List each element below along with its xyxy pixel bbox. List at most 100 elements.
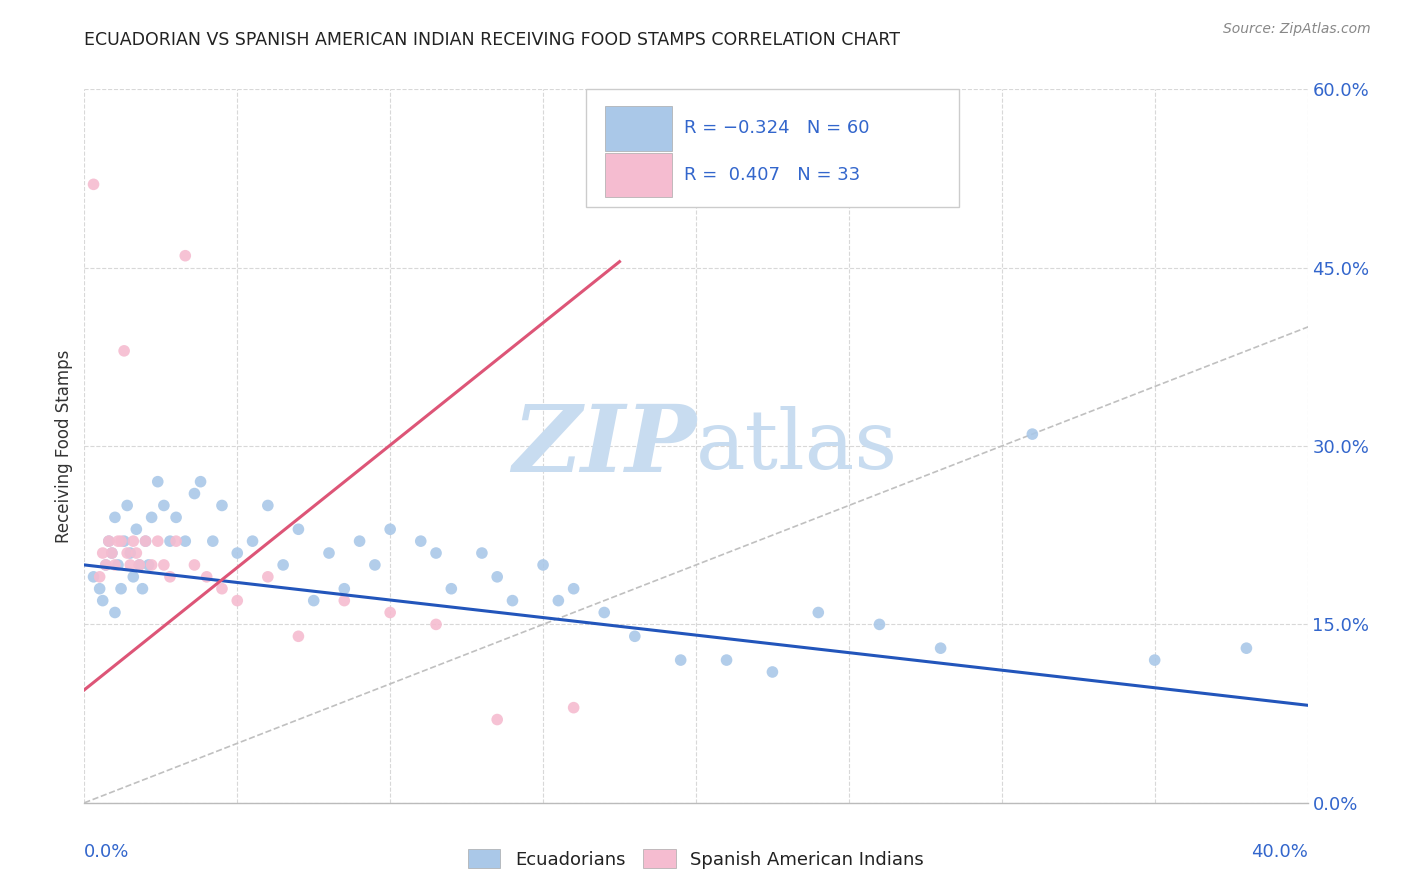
Point (159, 570, 181, 584)
Point (97, 534, 120, 549)
Point (364, 558, 387, 572)
Text: Source: ZipAtlas.com: Source: ZipAtlas.com (1223, 22, 1371, 37)
Point (287, 629, 309, 643)
Point (425, 617, 447, 632)
Point (141, 558, 163, 572)
Point (83, 570, 105, 584)
Point (380, 606, 402, 620)
Point (135, 534, 157, 549)
Point (302, 593, 325, 607)
Point (120, 558, 142, 572)
Point (929, 641, 952, 656)
Point (131, 582, 153, 596)
Point (91, 593, 114, 607)
Text: 0.0%: 0.0% (84, 843, 129, 861)
Point (125, 522, 148, 536)
Point (94, 558, 117, 572)
Point (486, 570, 509, 584)
Point (107, 534, 129, 549)
Point (380, 522, 402, 536)
Point (761, 665, 783, 679)
Point (159, 534, 181, 549)
Point (104, 606, 127, 620)
Point (201, 534, 224, 549)
Point (257, 570, 280, 584)
Point (1234, 641, 1257, 656)
Y-axis label: Receiving Food Stamps: Receiving Food Stamps (55, 350, 73, 542)
Text: R =  0.407   N = 33: R = 0.407 N = 33 (683, 166, 860, 184)
Point (94, 558, 117, 572)
Text: R = −0.324   N = 60: R = −0.324 N = 60 (683, 120, 869, 137)
Point (110, 582, 132, 596)
Point (115, 546, 138, 560)
Point (624, 629, 647, 643)
Point (115, 499, 138, 513)
Point (91, 546, 114, 560)
Point (593, 606, 616, 620)
Point (153, 558, 176, 572)
Point (183, 486, 205, 500)
Point (165, 510, 187, 524)
Point (486, 713, 509, 727)
Point (562, 700, 585, 714)
Point (101, 546, 124, 560)
Point (1021, 427, 1043, 442)
Point (531, 558, 554, 572)
Point (97, 534, 120, 549)
Point (669, 653, 692, 667)
Point (122, 570, 145, 584)
Text: 40.0%: 40.0% (1251, 843, 1308, 861)
Point (349, 534, 371, 549)
Point (165, 534, 187, 549)
Point (716, 653, 738, 667)
Point (257, 499, 280, 513)
Point (562, 582, 585, 596)
Point (128, 558, 150, 572)
Point (547, 593, 569, 607)
Point (138, 558, 160, 572)
Point (183, 558, 205, 572)
FancyBboxPatch shape (606, 153, 672, 197)
Point (226, 546, 249, 560)
Point (211, 499, 233, 513)
Point (211, 582, 233, 596)
Point (146, 534, 169, 549)
Point (195, 570, 218, 584)
Point (135, 534, 157, 549)
Point (1143, 653, 1166, 667)
Point (271, 558, 294, 572)
Point (110, 534, 132, 549)
Point (471, 546, 494, 560)
Point (190, 475, 212, 489)
Point (333, 593, 356, 607)
Text: ZIP: ZIP (512, 401, 696, 491)
Point (869, 617, 891, 632)
Text: atlas: atlas (696, 406, 898, 486)
Point (107, 558, 129, 572)
Point (153, 499, 176, 513)
Point (83, 178, 105, 192)
Point (440, 582, 463, 596)
Point (425, 546, 447, 560)
Text: ECUADORIAN VS SPANISH AMERICAN INDIAN RECEIVING FOOD STAMPS CORRELATION CHART: ECUADORIAN VS SPANISH AMERICAN INDIAN RE… (84, 31, 900, 49)
Point (174, 249, 197, 263)
Point (128, 558, 150, 572)
Point (120, 546, 142, 560)
Point (318, 546, 340, 560)
Point (146, 475, 169, 489)
Point (333, 582, 356, 596)
Point (174, 534, 197, 549)
Point (112, 534, 135, 549)
Point (104, 510, 127, 524)
Point (807, 606, 830, 620)
FancyBboxPatch shape (586, 89, 959, 207)
Point (89, 582, 111, 596)
Point (122, 534, 145, 549)
Legend: Ecuadorians, Spanish American Indians: Ecuadorians, Spanish American Indians (461, 842, 931, 876)
Point (89, 570, 111, 584)
Point (101, 546, 124, 560)
Point (226, 593, 249, 607)
Point (287, 522, 309, 536)
Point (502, 593, 524, 607)
Point (112, 343, 135, 358)
